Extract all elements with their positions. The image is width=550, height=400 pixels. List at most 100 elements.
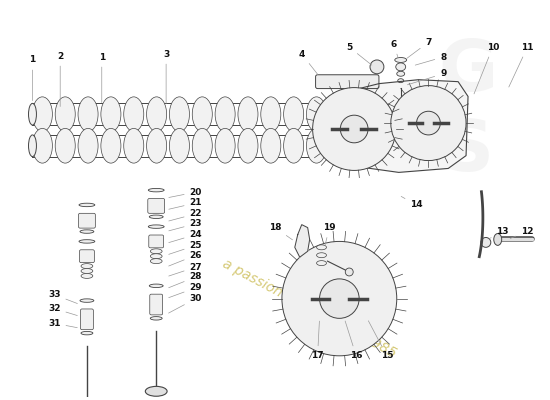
- Ellipse shape: [81, 264, 93, 268]
- Circle shape: [416, 111, 441, 135]
- Ellipse shape: [150, 259, 162, 264]
- Ellipse shape: [81, 331, 93, 335]
- Ellipse shape: [101, 128, 121, 163]
- Polygon shape: [295, 225, 310, 257]
- Ellipse shape: [149, 284, 163, 288]
- Ellipse shape: [215, 128, 235, 163]
- Text: 13: 13: [490, 227, 509, 238]
- Ellipse shape: [395, 58, 406, 62]
- Ellipse shape: [148, 188, 164, 192]
- Text: 10: 10: [474, 43, 499, 94]
- Ellipse shape: [78, 128, 98, 163]
- Ellipse shape: [146, 97, 167, 132]
- Circle shape: [312, 88, 396, 170]
- Polygon shape: [329, 80, 468, 172]
- FancyBboxPatch shape: [80, 309, 94, 330]
- Text: 2: 2: [57, 52, 63, 106]
- Ellipse shape: [150, 317, 162, 320]
- Ellipse shape: [79, 203, 95, 207]
- Text: a passion for life since 1985: a passion for life since 1985: [220, 256, 399, 360]
- Ellipse shape: [55, 128, 75, 163]
- FancyBboxPatch shape: [150, 294, 163, 315]
- Ellipse shape: [101, 97, 121, 132]
- Ellipse shape: [306, 97, 327, 132]
- Text: 32: 32: [48, 304, 78, 316]
- Ellipse shape: [146, 128, 167, 163]
- FancyBboxPatch shape: [148, 198, 164, 213]
- Text: 1: 1: [98, 52, 105, 102]
- Ellipse shape: [29, 103, 36, 125]
- Text: 3: 3: [163, 50, 169, 104]
- Ellipse shape: [261, 97, 281, 132]
- Text: 30: 30: [168, 294, 202, 313]
- Text: 33: 33: [48, 290, 78, 304]
- Text: 16: 16: [345, 321, 362, 360]
- Text: 15: 15: [368, 321, 393, 360]
- Text: 5: 5: [346, 43, 372, 65]
- Ellipse shape: [306, 128, 327, 163]
- Ellipse shape: [317, 245, 327, 250]
- Circle shape: [282, 242, 397, 356]
- Ellipse shape: [78, 97, 98, 132]
- Ellipse shape: [317, 253, 327, 258]
- Ellipse shape: [150, 254, 162, 259]
- Text: 7: 7: [407, 38, 432, 58]
- Ellipse shape: [329, 128, 349, 163]
- Ellipse shape: [148, 225, 164, 228]
- Text: 19: 19: [323, 223, 336, 245]
- Ellipse shape: [150, 249, 162, 254]
- Text: 17: 17: [311, 321, 324, 360]
- Ellipse shape: [396, 63, 406, 71]
- Text: 25: 25: [169, 241, 202, 254]
- Ellipse shape: [238, 128, 258, 163]
- Ellipse shape: [55, 97, 75, 132]
- Text: 18: 18: [269, 223, 293, 240]
- Text: 22: 22: [169, 209, 202, 221]
- Text: 26: 26: [169, 251, 202, 266]
- Text: 11: 11: [509, 43, 534, 87]
- Ellipse shape: [149, 215, 163, 218]
- Circle shape: [370, 60, 384, 74]
- Ellipse shape: [192, 97, 212, 132]
- Ellipse shape: [124, 97, 144, 132]
- Ellipse shape: [284, 128, 304, 163]
- Ellipse shape: [284, 97, 304, 132]
- Circle shape: [391, 86, 466, 160]
- Ellipse shape: [81, 268, 93, 274]
- Circle shape: [481, 238, 491, 247]
- Text: 23: 23: [169, 219, 202, 231]
- Circle shape: [345, 268, 353, 276]
- Ellipse shape: [398, 79, 404, 83]
- Circle shape: [340, 115, 368, 143]
- Text: 9: 9: [408, 69, 447, 85]
- Ellipse shape: [80, 299, 94, 302]
- Ellipse shape: [124, 128, 144, 163]
- Text: 21: 21: [169, 198, 202, 209]
- Text: 4: 4: [299, 50, 318, 74]
- Circle shape: [320, 279, 359, 318]
- FancyBboxPatch shape: [79, 213, 95, 228]
- Text: 27: 27: [169, 262, 202, 276]
- Ellipse shape: [169, 128, 189, 163]
- Text: 8: 8: [415, 52, 447, 65]
- Text: 20: 20: [169, 188, 202, 198]
- Ellipse shape: [145, 386, 167, 396]
- Text: 31: 31: [48, 319, 77, 328]
- Ellipse shape: [397, 71, 405, 76]
- Text: G
S: G S: [438, 37, 498, 186]
- Ellipse shape: [81, 274, 93, 278]
- FancyBboxPatch shape: [149, 235, 164, 248]
- Ellipse shape: [192, 128, 212, 163]
- Ellipse shape: [317, 261, 327, 266]
- Ellipse shape: [261, 128, 281, 163]
- Ellipse shape: [79, 240, 95, 243]
- Text: 6: 6: [390, 40, 398, 57]
- Text: 28: 28: [169, 272, 202, 288]
- Text: 12: 12: [510, 227, 534, 238]
- FancyBboxPatch shape: [80, 250, 95, 263]
- Text: 29: 29: [169, 283, 202, 298]
- Text: 1: 1: [29, 56, 36, 100]
- Ellipse shape: [494, 234, 502, 245]
- Ellipse shape: [329, 97, 349, 132]
- Ellipse shape: [29, 135, 36, 157]
